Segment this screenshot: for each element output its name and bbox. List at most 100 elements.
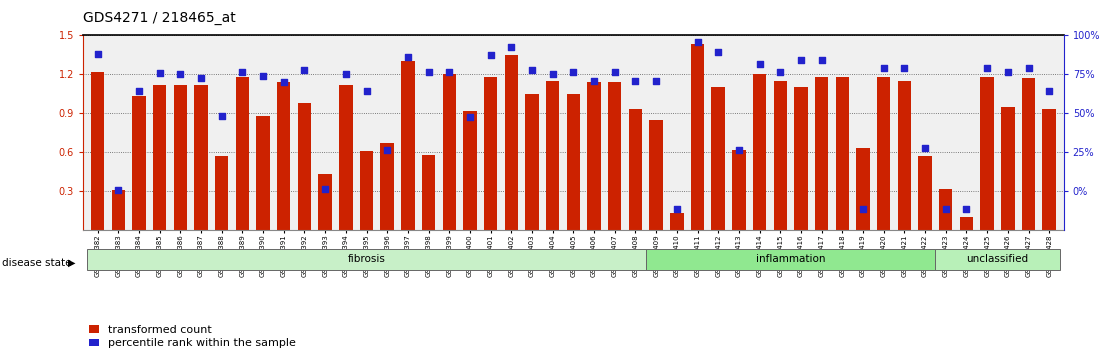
Point <box>709 50 727 55</box>
Point <box>647 78 665 84</box>
Point <box>813 57 831 63</box>
Point <box>234 69 252 75</box>
Legend: transformed count, percentile rank within the sample: transformed count, percentile rank withi… <box>89 325 296 348</box>
Bar <box>628 109 643 230</box>
Bar <box>442 74 456 230</box>
Bar <box>856 148 870 230</box>
Point <box>751 61 769 67</box>
Point <box>110 187 127 193</box>
Bar <box>690 45 705 230</box>
Point <box>957 206 975 212</box>
Bar <box>919 156 932 230</box>
Point <box>999 69 1017 75</box>
Point <box>523 68 541 73</box>
Bar <box>132 96 145 230</box>
Bar <box>194 85 207 230</box>
Point <box>378 147 396 153</box>
Bar <box>91 72 104 230</box>
Point <box>792 57 810 63</box>
Bar <box>256 116 270 230</box>
Point <box>668 206 686 212</box>
Bar <box>587 82 601 230</box>
Bar <box>153 85 166 230</box>
Point <box>875 65 893 71</box>
Point <box>337 72 355 77</box>
Point <box>172 72 189 77</box>
Bar <box>174 85 187 230</box>
Bar <box>112 190 125 230</box>
Point <box>296 68 314 73</box>
Point <box>502 44 520 50</box>
Bar <box>1022 78 1035 230</box>
Bar <box>814 77 829 230</box>
Bar <box>566 94 581 230</box>
Point <box>461 114 479 120</box>
Point <box>689 39 707 45</box>
Bar <box>670 213 684 230</box>
Point <box>358 88 376 94</box>
Bar <box>401 61 414 230</box>
Bar <box>981 77 994 230</box>
Bar <box>215 156 228 230</box>
Point <box>771 69 789 75</box>
Point <box>1040 88 1058 94</box>
Point <box>275 79 293 85</box>
Text: ▶: ▶ <box>68 258 75 268</box>
Bar <box>422 155 435 230</box>
Bar <box>646 249 935 270</box>
Text: fibrosis: fibrosis <box>348 254 386 264</box>
Text: inflammation: inflammation <box>756 254 825 264</box>
Point <box>895 65 913 71</box>
Point <box>627 78 645 84</box>
Point <box>420 69 438 75</box>
Point <box>916 145 934 151</box>
Bar <box>360 151 373 230</box>
Bar <box>752 74 767 230</box>
Point <box>440 69 458 75</box>
Bar <box>732 150 746 230</box>
Point <box>316 186 334 192</box>
Point <box>151 70 168 76</box>
Bar <box>298 103 311 230</box>
Bar <box>277 82 290 230</box>
Point <box>854 206 872 212</box>
Bar <box>504 55 519 230</box>
Bar <box>935 249 1059 270</box>
Bar <box>711 87 725 230</box>
Bar <box>339 85 352 230</box>
Bar <box>773 81 787 230</box>
Point <box>606 69 624 75</box>
Bar <box>525 94 538 230</box>
Bar <box>876 77 891 230</box>
Bar <box>897 81 911 230</box>
Bar <box>835 77 849 230</box>
Point <box>130 88 147 94</box>
Bar <box>960 217 973 230</box>
Text: GDS4271 / 218465_at: GDS4271 / 218465_at <box>83 11 236 25</box>
Bar <box>940 189 953 230</box>
Point <box>89 51 106 56</box>
Point <box>564 69 583 75</box>
Point <box>399 55 417 60</box>
Bar <box>463 111 476 230</box>
Text: disease state: disease state <box>2 258 72 268</box>
Point <box>730 147 748 153</box>
Bar <box>484 77 497 230</box>
Bar <box>1002 107 1015 230</box>
Point <box>482 52 500 58</box>
Bar <box>608 82 622 230</box>
Bar <box>236 77 249 230</box>
Point <box>585 78 603 84</box>
Text: unclassified: unclassified <box>966 254 1028 264</box>
Bar <box>1043 109 1056 230</box>
Point <box>213 113 230 119</box>
Bar <box>88 249 646 270</box>
Bar <box>380 143 394 230</box>
Point <box>937 206 955 212</box>
Point <box>254 73 271 79</box>
Bar <box>318 174 332 230</box>
Point <box>1019 65 1037 71</box>
Point <box>192 75 209 81</box>
Bar <box>546 81 560 230</box>
Bar <box>794 87 808 230</box>
